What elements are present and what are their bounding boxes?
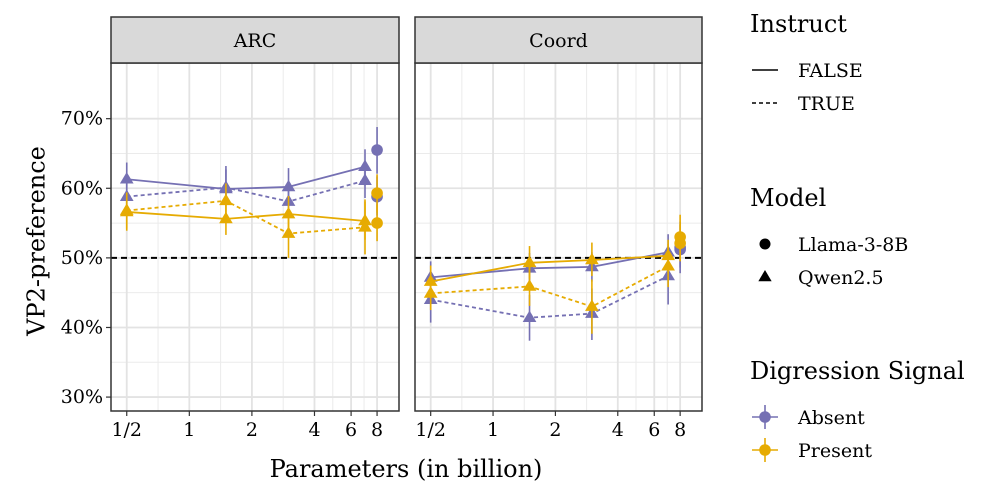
legend-label: Present <box>798 440 872 462</box>
y-tick-label: 30% <box>61 386 103 408</box>
data-point-triangle <box>281 179 296 192</box>
legend-label: Qwen2.5 <box>798 267 884 289</box>
legend-linetype: Instruct FALSE TRUE <box>750 10 863 115</box>
data-point-triangle <box>119 203 134 215</box>
data-point-triangle <box>522 255 537 268</box>
series-line <box>126 179 366 203</box>
legend-item-false: FALSE <box>752 60 863 82</box>
strip-background <box>110 16 400 64</box>
y-axis-title: VP2-preference <box>23 146 51 337</box>
data-point-triangle <box>358 220 372 232</box>
series-line <box>430 275 669 319</box>
legend-label: TRUE <box>798 93 855 115</box>
data-point-triangle <box>522 310 537 323</box>
data-point-circle <box>371 187 383 199</box>
panel-arc: ARC 1/2 1 2 4 6 8 30% 40% 50% 60% 70% <box>61 16 400 441</box>
data-point-triangle <box>358 173 372 185</box>
legend-item-true: TRUE <box>752 93 855 115</box>
series-line <box>430 265 669 308</box>
y-tick-label: 60% <box>61 177 103 199</box>
legend-layer: Instruct FALSE TRUE Model Llama-3-8B Qwen2.5 D… <box>750 10 965 462</box>
x-tick-label: 8 <box>674 419 686 441</box>
x-tick-label: 1 <box>487 419 499 441</box>
y-tick-label: 40% <box>61 316 103 338</box>
y-tick-label: 50% <box>61 247 103 269</box>
x-tick-label: 1 <box>183 419 195 441</box>
strip-background <box>414 16 703 64</box>
legend-label: FALSE <box>798 60 863 82</box>
legend-title: Digression Signal <box>750 357 965 385</box>
legend-color: Digression Signal Absent Present <box>750 357 965 462</box>
legend-shape: Model Llama-3-8B Qwen2.5 <box>750 184 908 289</box>
data-point-circle <box>371 144 383 156</box>
data-point-circle <box>674 231 686 243</box>
legend-key-circle <box>759 444 771 456</box>
data-point-triangle <box>661 259 675 271</box>
y-tick-label: 70% <box>61 108 103 130</box>
legend-item-qwen2-5: Qwen2.5 <box>758 267 884 289</box>
x-tick-label: 1/2 <box>415 419 446 441</box>
series-qwen2-5-present-instruct <box>423 243 675 334</box>
data-point-triangle <box>119 172 134 184</box>
panel-coord: Coord 1/2 1 2 4 6 8 <box>414 16 703 441</box>
x-tick-label: 4 <box>308 419 320 441</box>
data-point-triangle <box>219 193 233 206</box>
series-line <box>126 199 366 235</box>
plot-background <box>111 63 399 411</box>
x-axis-title: Parameters (in billion) <box>270 455 543 483</box>
strip-label: Coord <box>529 30 588 52</box>
series-llama-3-8b-present-instruct <box>674 214 686 260</box>
legend-label: Absent <box>797 407 865 429</box>
legend-label: Llama-3-8B <box>798 234 908 256</box>
data-point-triangle <box>423 286 438 298</box>
legend-item-present: Present <box>752 438 872 462</box>
legend-key-circle <box>759 411 771 423</box>
legend-key-circle <box>759 238 771 250</box>
legend-key-triangle <box>758 270 772 282</box>
x-tick-label: 2 <box>549 419 561 441</box>
data-point-triangle <box>522 279 537 291</box>
legend-item-absent: Absent <box>752 405 865 429</box>
x-tick-label: 8 <box>371 419 383 441</box>
x-tick-label: 4 <box>612 419 624 441</box>
series-line <box>126 165 366 190</box>
series-qwen2-5-present-instruct <box>119 183 372 258</box>
plot-background <box>415 63 702 411</box>
x-tick-label: 6 <box>345 419 357 441</box>
data-point-triangle <box>281 226 296 238</box>
series-llama-3-8b-present-instruct <box>371 174 383 213</box>
x-tick-label: 6 <box>648 419 660 441</box>
data-point-triangle <box>585 299 599 311</box>
series-line <box>430 254 669 283</box>
strip-label: ARC <box>233 30 277 52</box>
legend-item-llama-3-8b: Llama-3-8B <box>759 234 908 256</box>
data-point-circle <box>371 217 383 229</box>
legend-title: Model <box>750 184 826 212</box>
x-tick-label: 2 <box>246 419 258 441</box>
legend-title: Instruct <box>750 10 847 38</box>
x-tick-label: 1/2 <box>111 419 142 441</box>
data-point-triangle <box>585 252 599 265</box>
series-llama-3-8b-absent-base <box>371 127 383 174</box>
